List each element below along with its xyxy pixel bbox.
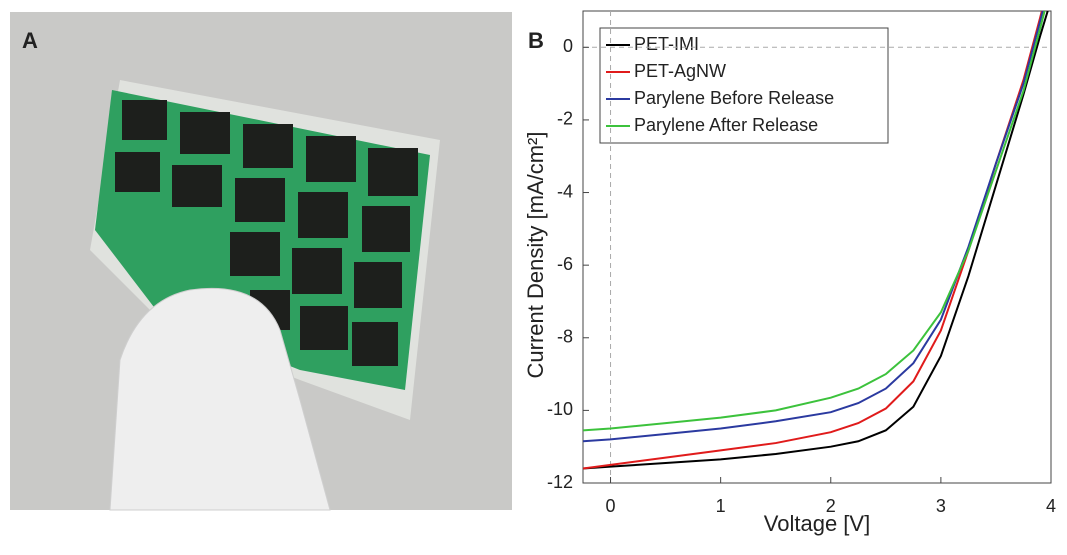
y-tick-label: -6 xyxy=(557,254,573,274)
cell xyxy=(352,322,398,366)
cell xyxy=(235,178,285,222)
cell xyxy=(354,262,402,308)
legend-label: Parylene After Release xyxy=(634,115,818,135)
cell xyxy=(298,192,348,238)
series-line xyxy=(583,11,1044,443)
legend: PET-IMI PET-AgNW Parylene Before Release Pa… xyxy=(599,27,889,144)
cell xyxy=(300,306,348,350)
cell xyxy=(172,165,222,207)
panel-label: B xyxy=(528,28,544,53)
y-tick-label: -4 xyxy=(557,181,573,201)
y-tick-label: -8 xyxy=(557,327,573,347)
cell xyxy=(243,124,293,168)
cell xyxy=(362,206,410,252)
x-tick-label: 2 xyxy=(826,496,836,516)
series-line xyxy=(583,11,1046,432)
x-tick-label: 0 xyxy=(606,496,616,516)
glove xyxy=(109,287,331,511)
plot-frame xyxy=(582,10,1052,484)
cell xyxy=(180,112,230,154)
panel-label: A xyxy=(22,28,38,53)
legend-label: PET-IMI xyxy=(634,34,699,54)
cell xyxy=(306,136,356,182)
x-tick-label: 1 xyxy=(716,496,726,516)
cell xyxy=(292,248,342,294)
x-axis-label: Voltage [V] xyxy=(764,511,870,536)
photo xyxy=(10,12,512,511)
cells xyxy=(115,100,418,366)
legend-label: PET-AgNW xyxy=(634,61,726,81)
legend-label: Parylene Before Release xyxy=(634,88,834,108)
y-tick-label: -10 xyxy=(547,399,573,419)
y-tick-label: -12 xyxy=(547,472,573,492)
cell xyxy=(230,232,280,276)
series-line xyxy=(583,11,1049,470)
x-tick-label: 3 xyxy=(936,496,946,516)
cell xyxy=(368,148,418,196)
y-tick-label: 0 xyxy=(563,36,573,56)
cell xyxy=(122,100,167,140)
x-tick-label: 4 xyxy=(1046,496,1056,516)
y-axis-label: Current Density [mA/cm²] xyxy=(523,132,548,379)
cell xyxy=(115,152,160,192)
y-tick-label: -2 xyxy=(557,109,573,129)
